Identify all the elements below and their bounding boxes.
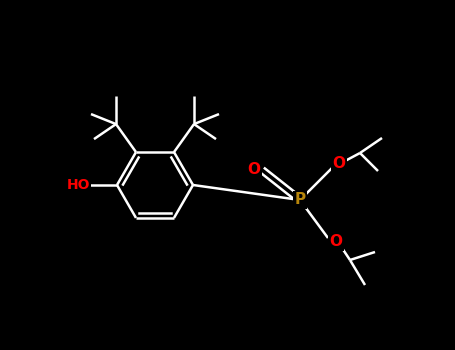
- Text: P: P: [294, 193, 306, 208]
- Text: HO: HO: [66, 178, 90, 192]
- Text: O: O: [329, 234, 343, 250]
- Text: O: O: [333, 156, 345, 172]
- Text: O: O: [248, 162, 261, 177]
